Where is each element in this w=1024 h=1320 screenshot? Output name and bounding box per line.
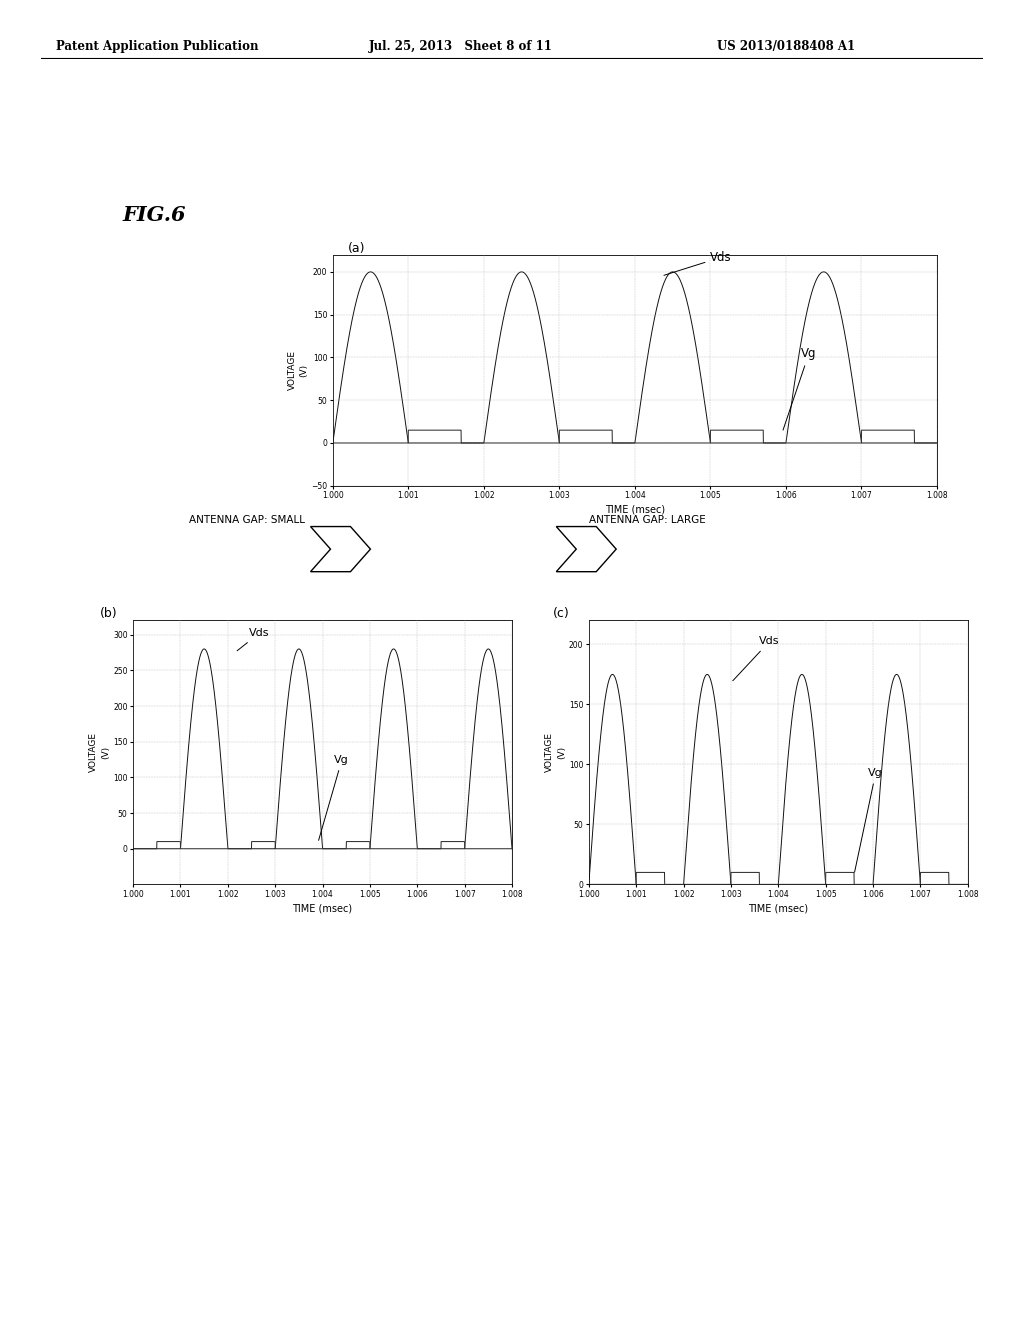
Text: Vg: Vg	[783, 347, 816, 430]
Polygon shape	[556, 527, 616, 572]
Polygon shape	[310, 527, 371, 572]
X-axis label: TIME (msec): TIME (msec)	[293, 903, 352, 913]
Y-axis label: VOLTAGE
(V): VOLTAGE (V)	[545, 733, 566, 772]
Text: (b): (b)	[100, 607, 118, 620]
Text: ANTENNA GAP: LARGE: ANTENNA GAP: LARGE	[589, 515, 706, 525]
Y-axis label: VOLTAGE
(V): VOLTAGE (V)	[288, 350, 308, 391]
Text: Vds: Vds	[733, 636, 780, 681]
Text: ANTENNA GAP: SMALL: ANTENNA GAP: SMALL	[189, 515, 305, 525]
Text: Patent Application Publication: Patent Application Publication	[56, 40, 259, 53]
Y-axis label: VOLTAGE
(V): VOLTAGE (V)	[89, 733, 111, 772]
X-axis label: TIME (msec): TIME (msec)	[605, 504, 665, 515]
Text: US 2013/0188408 A1: US 2013/0188408 A1	[717, 40, 855, 53]
Text: Vds: Vds	[238, 628, 269, 651]
Text: (c): (c)	[553, 607, 569, 620]
X-axis label: TIME (msec): TIME (msec)	[749, 903, 808, 913]
Text: (a): (a)	[348, 242, 366, 255]
Text: FIG.6: FIG.6	[123, 205, 186, 224]
Text: Vg: Vg	[318, 755, 349, 841]
Text: Vg: Vg	[855, 768, 883, 873]
Text: Jul. 25, 2013   Sheet 8 of 11: Jul. 25, 2013 Sheet 8 of 11	[369, 40, 553, 53]
Text: Vds: Vds	[664, 251, 732, 276]
